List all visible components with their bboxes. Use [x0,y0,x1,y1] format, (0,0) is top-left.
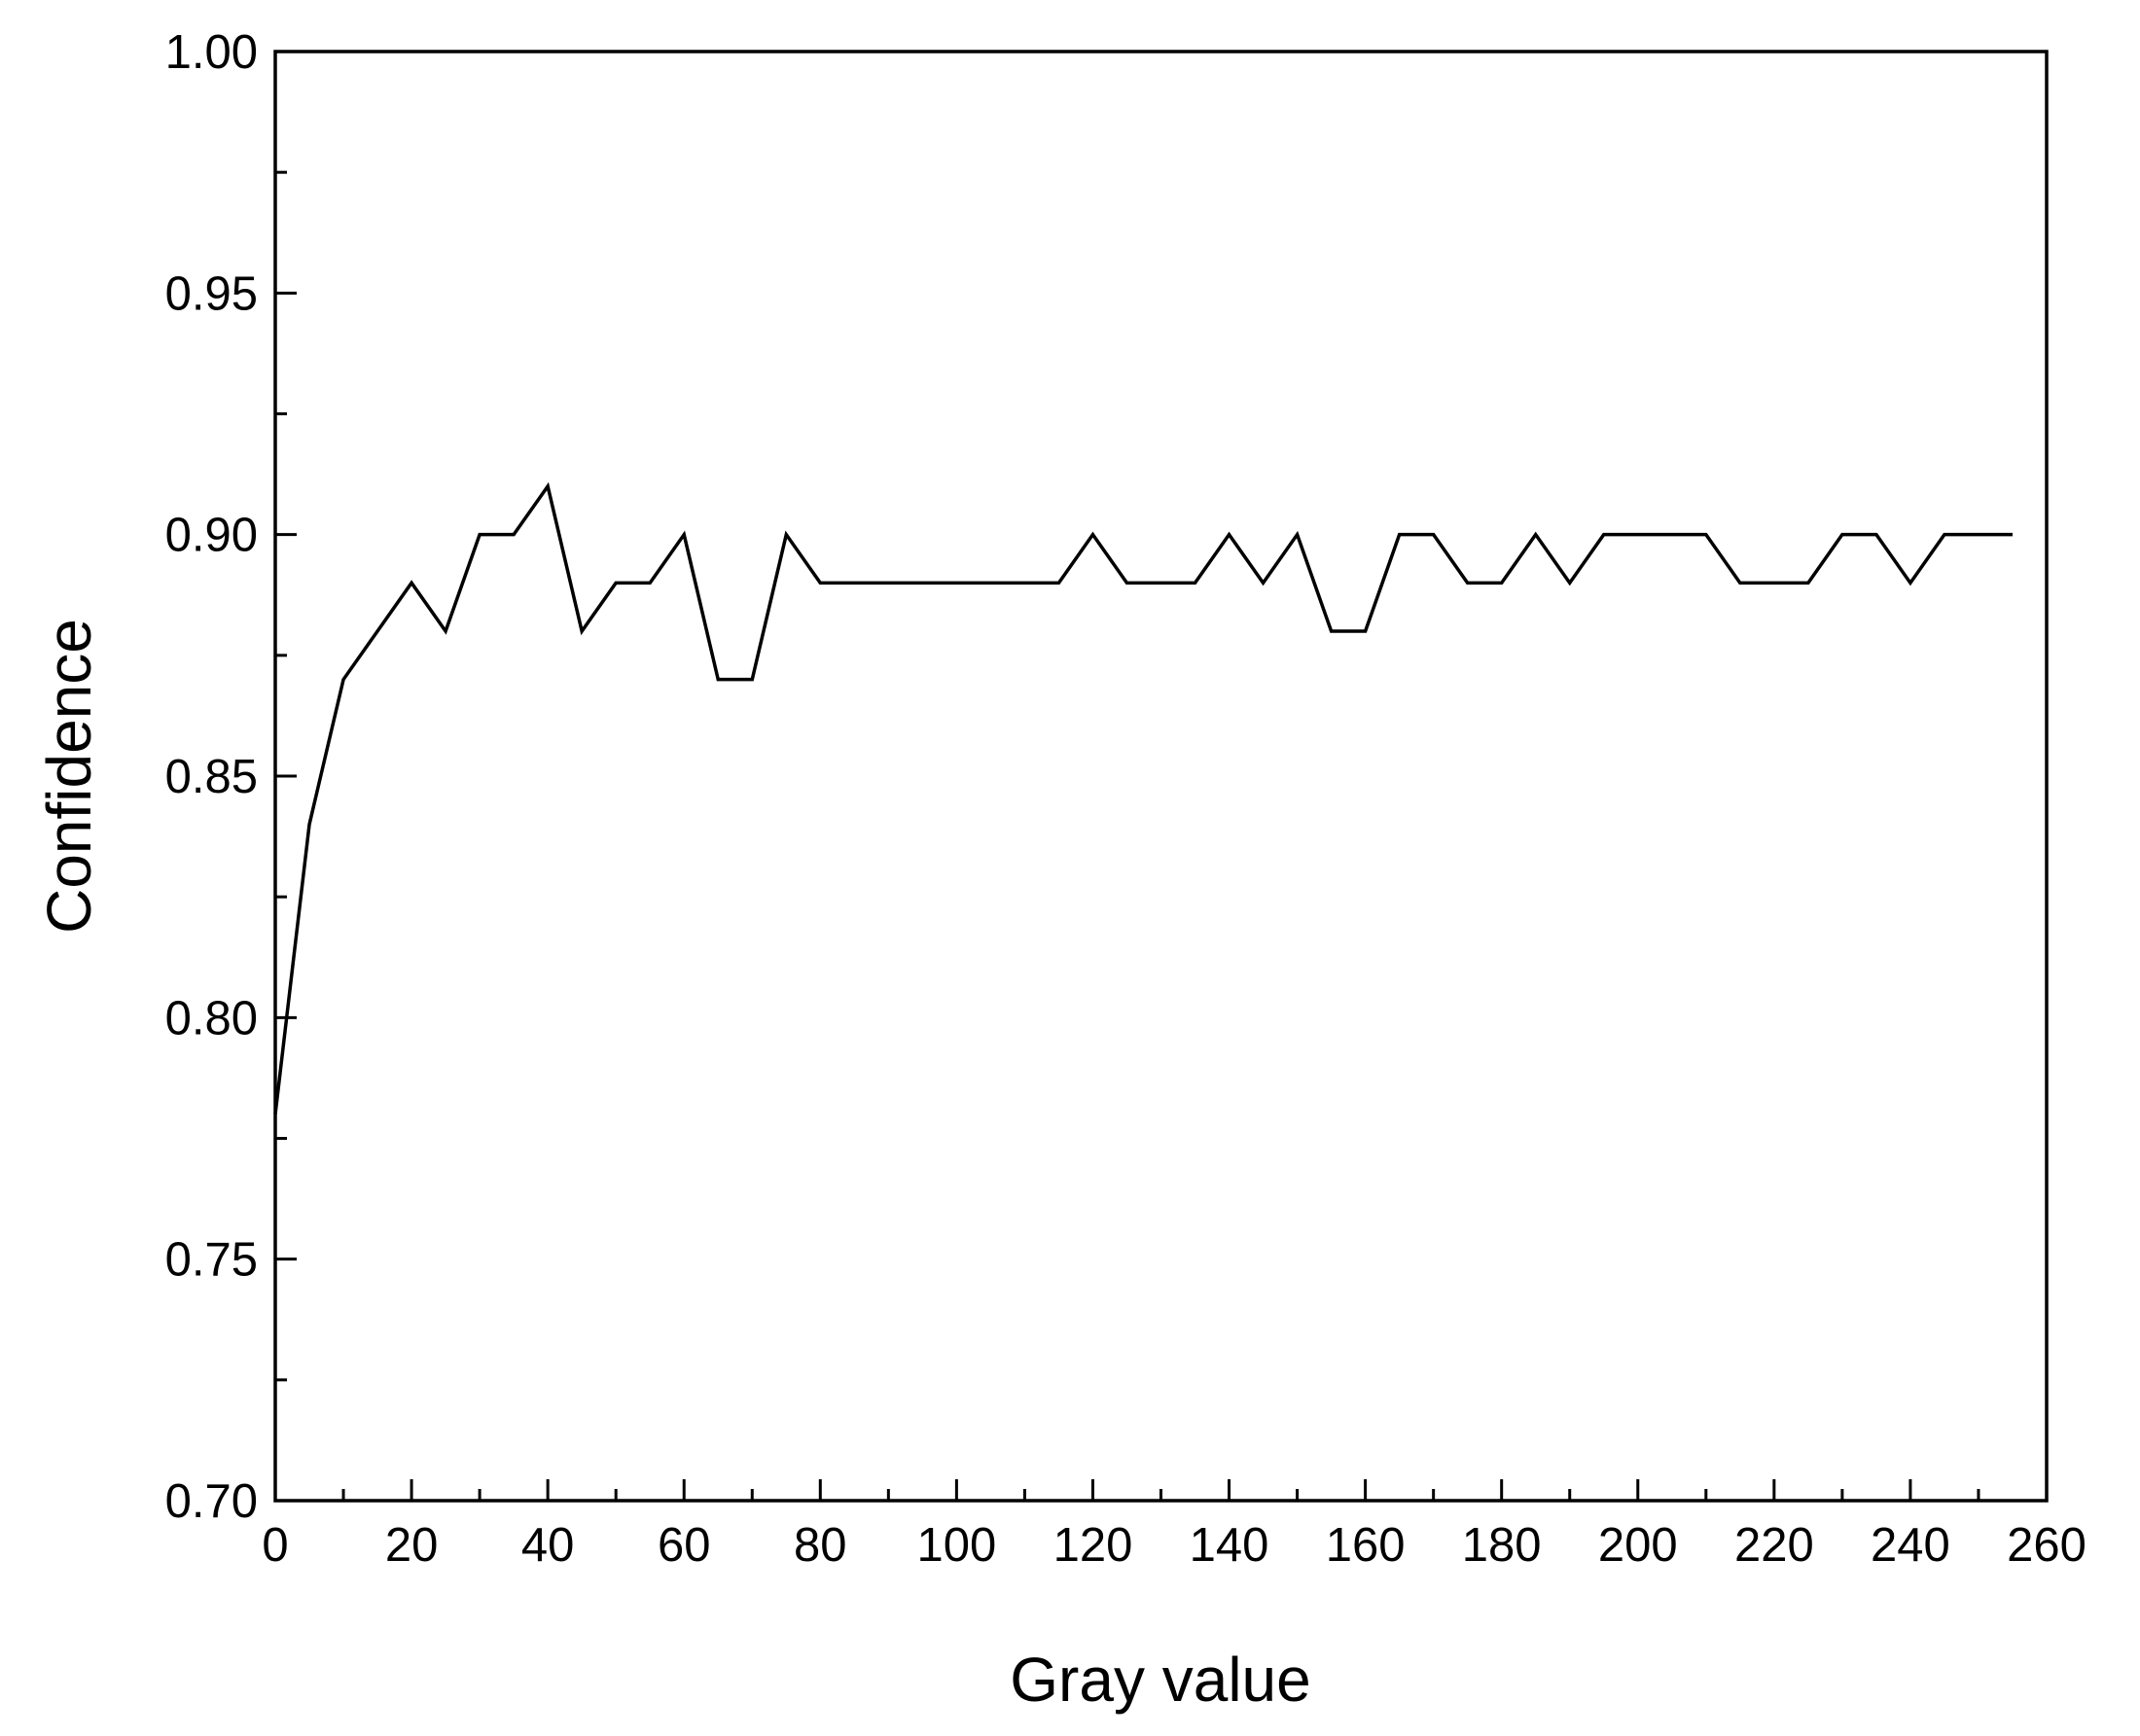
x-tick-label: 200 [1598,1519,1678,1572]
y-tick-label: 0.75 [165,1234,258,1287]
x-tick-label: 160 [1326,1519,1406,1572]
x-tick-label: 180 [1462,1519,1542,1572]
x-tick-label: 240 [1871,1519,1950,1572]
plot-frame [273,50,2049,1503]
x-tick-label: 0 [262,1519,288,1572]
y-tick-labels: 0.70 0.75 0.80 0.85 0.90 0.95 1.00 [165,26,258,1528]
y-tick-label: 1.00 [165,26,258,79]
x-tick-label: 120 [1053,1519,1133,1572]
minor-ticks [275,170,1980,1501]
x-tick-label: 220 [1734,1519,1814,1572]
x-tick-label: 140 [1190,1519,1269,1572]
series-line [273,481,2013,1115]
y-tick-label: 0.70 [165,1475,258,1528]
y-tick-label: 0.80 [165,992,258,1045]
x-tick-label: 20 [385,1519,439,1572]
y-tick-label: 0.85 [165,751,258,803]
y-axis-title: Confidence [34,619,104,934]
x-tick-label: 60 [658,1519,711,1572]
y-tick-label: 0.90 [165,510,258,562]
x-tick-label: 260 [2007,1519,2086,1572]
x-tick-label: 40 [521,1519,575,1572]
major-ticks [273,50,2049,1503]
x-tick-labels: 0 20 40 60 80 100 120 140 160 180 200 220 240 260 [262,1519,2086,1572]
x-tick-label: 80 [794,1519,847,1572]
y-tick-label: 0.95 [165,267,258,320]
x-tick-label: 100 [917,1519,997,1572]
x-axis-title: Gray value [1010,1645,1310,1715]
